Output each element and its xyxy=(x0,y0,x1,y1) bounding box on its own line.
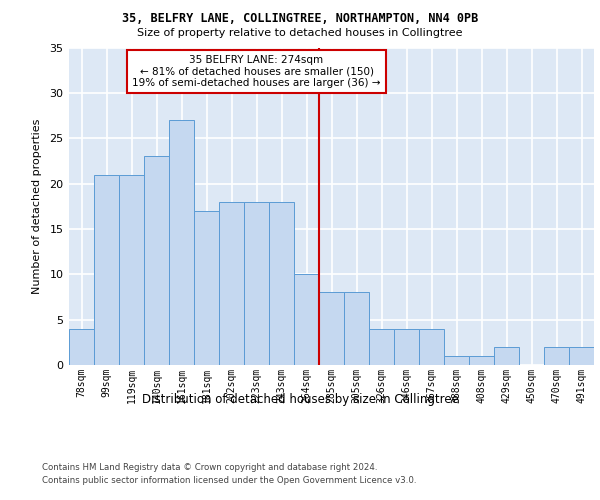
Text: Size of property relative to detached houses in Collingtree: Size of property relative to detached ho… xyxy=(137,28,463,38)
Bar xyxy=(544,347,569,365)
Bar xyxy=(419,328,444,365)
Bar xyxy=(569,347,594,365)
Bar xyxy=(244,202,269,365)
Bar xyxy=(94,174,119,365)
Bar xyxy=(319,292,344,365)
Y-axis label: Number of detached properties: Number of detached properties xyxy=(32,118,43,294)
Bar xyxy=(444,356,469,365)
Bar xyxy=(269,202,294,365)
Bar xyxy=(219,202,244,365)
Bar xyxy=(494,347,519,365)
Bar xyxy=(119,174,144,365)
Bar xyxy=(144,156,169,365)
Bar xyxy=(194,211,219,365)
Bar xyxy=(469,356,494,365)
Text: Distribution of detached houses by size in Collingtree: Distribution of detached houses by size … xyxy=(142,392,458,406)
Text: 35 BELFRY LANE: 274sqm
← 81% of detached houses are smaller (150)
19% of semi-de: 35 BELFRY LANE: 274sqm ← 81% of detached… xyxy=(132,55,381,88)
Text: Contains public sector information licensed under the Open Government Licence v3: Contains public sector information licen… xyxy=(42,476,416,485)
Bar xyxy=(394,328,419,365)
Text: 35, BELFRY LANE, COLLINGTREE, NORTHAMPTON, NN4 0PB: 35, BELFRY LANE, COLLINGTREE, NORTHAMPTO… xyxy=(122,12,478,26)
Text: Contains HM Land Registry data © Crown copyright and database right 2024.: Contains HM Land Registry data © Crown c… xyxy=(42,462,377,471)
Bar xyxy=(69,328,94,365)
Bar xyxy=(369,328,394,365)
Bar xyxy=(294,274,319,365)
Bar xyxy=(169,120,194,365)
Bar xyxy=(344,292,369,365)
